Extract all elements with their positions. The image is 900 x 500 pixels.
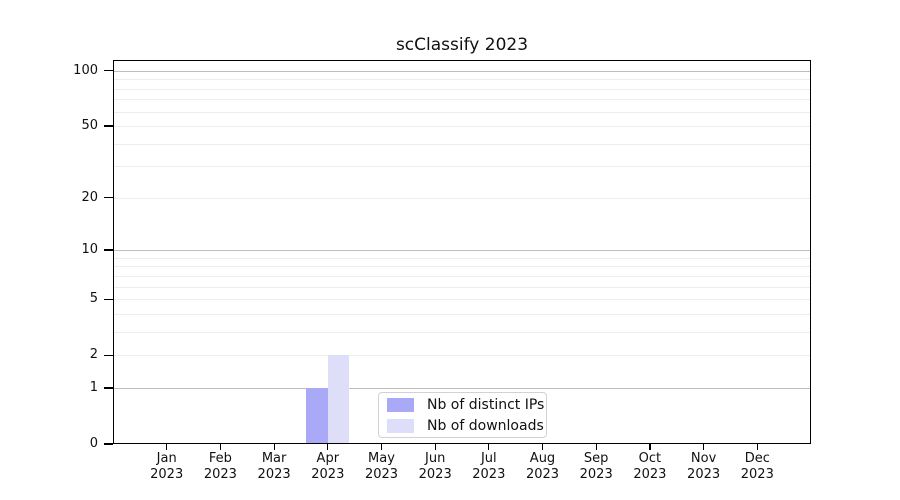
legend-label-distinct-ips: Nb of distinct IPs bbox=[427, 396, 545, 413]
y-tick-label: 50 bbox=[81, 118, 98, 133]
gridline-minor bbox=[113, 88, 811, 90]
gridline-minor bbox=[113, 257, 811, 259]
y-tick-label: 0 bbox=[89, 436, 98, 451]
y-axis-tick bbox=[104, 125, 113, 127]
legend-item-downloads: Nb of downloads bbox=[387, 418, 544, 434]
gridline-minor bbox=[113, 331, 811, 333]
x-axis-tick bbox=[166, 444, 168, 450]
x-tick-label: May 2023 bbox=[364, 451, 399, 482]
y-axis-tick bbox=[104, 387, 113, 389]
x-axis-tick bbox=[380, 444, 383, 450]
x-tick-label: Jun 2023 bbox=[418, 451, 452, 482]
y-axis-tick bbox=[104, 70, 113, 72]
gridline-minor bbox=[113, 79, 811, 81]
x-axis-tick bbox=[595, 444, 597, 450]
x-axis-tick bbox=[327, 444, 329, 450]
y-axis-tick bbox=[104, 298, 113, 300]
gridline-major bbox=[113, 70, 811, 72]
gridline-minor bbox=[113, 197, 811, 199]
x-axis-tick bbox=[649, 444, 651, 450]
gridline-major bbox=[113, 387, 811, 389]
legend: Nb of distinct IPs Nb of downloads bbox=[378, 392, 547, 438]
y-tick-label: 10 bbox=[81, 242, 98, 257]
x-tick-label: Nov 2023 bbox=[687, 451, 721, 482]
chart-title: scClassify 2023 bbox=[395, 35, 529, 55]
gridline-minor bbox=[113, 266, 811, 268]
x-axis-tick bbox=[273, 444, 275, 450]
x-tick-label: Feb 2023 bbox=[203, 451, 237, 482]
gridline-minor bbox=[113, 355, 811, 357]
x-axis-tick bbox=[703, 444, 705, 450]
gridline-minor bbox=[113, 299, 811, 301]
plot-border bbox=[113, 60, 811, 444]
x-tick-label: Jan 2023 bbox=[150, 451, 184, 482]
x-tick-label: Apr 2023 bbox=[311, 451, 345, 482]
gridline-minor bbox=[113, 275, 811, 277]
x-tick-label: Aug 2023 bbox=[525, 451, 560, 482]
gridline-minor bbox=[113, 143, 811, 145]
legend-swatch-downloads bbox=[387, 418, 414, 433]
y-tick-label: 20 bbox=[81, 189, 98, 205]
gridline-minor bbox=[113, 313, 811, 315]
y-tick-label: 1 bbox=[89, 379, 98, 395]
x-axis-tick bbox=[488, 444, 490, 450]
x-axis-tick bbox=[434, 444, 436, 450]
x-axis-tick bbox=[541, 444, 544, 450]
legend-item-distinct-ips: Nb of distinct IPs bbox=[387, 397, 544, 413]
x-axis-tick bbox=[756, 444, 758, 450]
x-tick-label: Mar 2023 bbox=[257, 451, 291, 482]
y-axis-tick bbox=[104, 354, 113, 356]
y-tick-label: 100 bbox=[73, 62, 98, 78]
x-tick-label: Dec 2023 bbox=[740, 451, 774, 482]
y-axis-tick bbox=[104, 443, 113, 445]
x-axis-tick bbox=[219, 444, 222, 450]
gridline-minor bbox=[113, 126, 811, 127]
bar-nb-of-distinct-ips-apr bbox=[306, 387, 328, 444]
y-tick-label: 2 bbox=[89, 347, 98, 363]
bar-nb-of-downloads-apr bbox=[327, 355, 350, 444]
x-tick-label: Oct 2023 bbox=[633, 451, 667, 482]
x-tick-label: Jul 2023 bbox=[472, 451, 506, 482]
x-tick-label: Sep 2023 bbox=[579, 451, 613, 482]
y-axis-tick bbox=[104, 197, 113, 199]
gridline-minor bbox=[113, 166, 811, 168]
gridline-major bbox=[113, 250, 811, 251]
y-tick-label: 5 bbox=[89, 291, 98, 307]
gridline-minor bbox=[113, 99, 811, 101]
gridline-minor bbox=[113, 286, 811, 288]
legend-label-downloads: Nb of downloads bbox=[427, 417, 544, 434]
gridline-minor bbox=[113, 111, 811, 113]
legend-swatch-distinct-ips bbox=[387, 397, 414, 412]
y-axis-tick bbox=[104, 249, 113, 251]
